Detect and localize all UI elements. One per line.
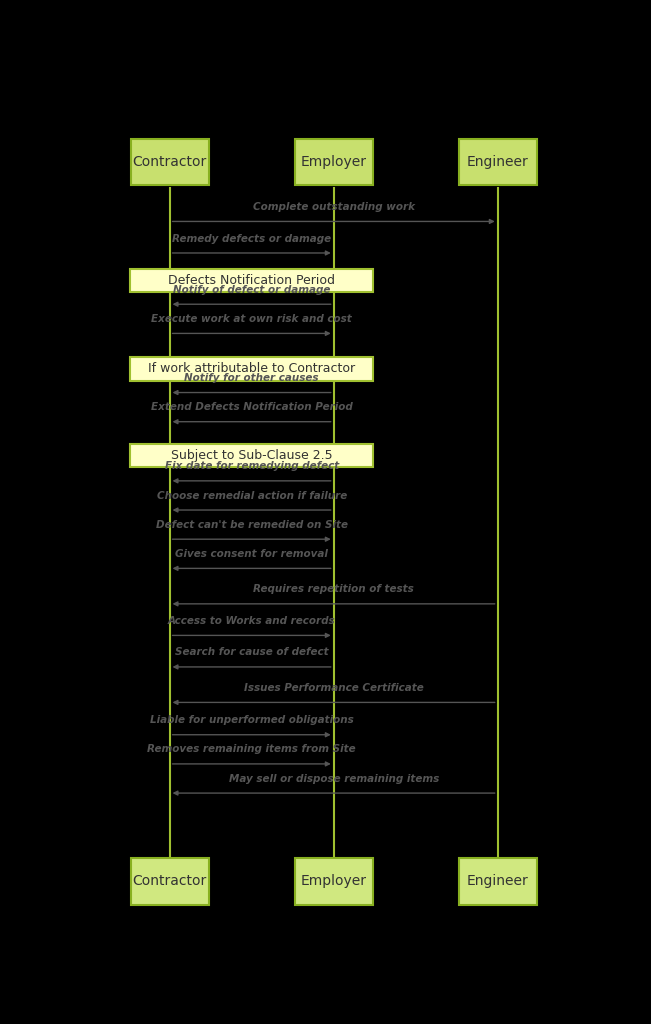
Text: Notify of defect or damage: Notify of defect or damage xyxy=(173,285,330,295)
Text: Employer: Employer xyxy=(301,874,367,889)
Text: Access to Works and records: Access to Works and records xyxy=(168,615,335,626)
FancyBboxPatch shape xyxy=(130,357,373,381)
Text: Subject to Sub-Clause 2.5: Subject to Sub-Clause 2.5 xyxy=(171,450,333,462)
FancyBboxPatch shape xyxy=(294,858,373,905)
FancyBboxPatch shape xyxy=(458,858,536,905)
Text: Complete outstanding work: Complete outstanding work xyxy=(253,202,415,212)
Text: Removes remaining items from Site: Removes remaining items from Site xyxy=(147,744,356,755)
FancyBboxPatch shape xyxy=(458,139,536,185)
Text: Search for cause of defect: Search for cause of defect xyxy=(175,647,329,657)
Text: Defect can't be remedied on Site: Defect can't be remedied on Site xyxy=(156,520,348,529)
Text: Contractor: Contractor xyxy=(133,874,207,889)
Text: Remedy defects or damage: Remedy defects or damage xyxy=(172,233,331,244)
Text: Gives consent for removal: Gives consent for removal xyxy=(175,549,328,559)
FancyBboxPatch shape xyxy=(131,858,209,905)
Text: Employer: Employer xyxy=(301,156,367,169)
Text: Choose remedial action if failure: Choose remedial action if failure xyxy=(156,490,347,501)
FancyBboxPatch shape xyxy=(131,139,209,185)
Text: Requires repetition of tests: Requires repetition of tests xyxy=(253,585,414,594)
Text: Notify for other causes: Notify for other causes xyxy=(184,373,319,383)
Text: Contractor: Contractor xyxy=(133,156,207,169)
Text: If work attributable to Contractor: If work attributable to Contractor xyxy=(148,362,355,376)
Text: Execute work at own risk and cost: Execute work at own risk and cost xyxy=(151,314,352,324)
Text: Engineer: Engineer xyxy=(467,874,529,889)
Text: May sell or dispose remaining items: May sell or dispose remaining items xyxy=(229,773,439,783)
Text: Extend Defects Notification Period: Extend Defects Notification Period xyxy=(151,402,353,413)
Text: Defects Notification Period: Defects Notification Period xyxy=(168,274,335,287)
FancyBboxPatch shape xyxy=(294,139,373,185)
Text: Fix date for remedying defect: Fix date for remedying defect xyxy=(165,462,339,471)
FancyBboxPatch shape xyxy=(130,443,373,467)
Text: Engineer: Engineer xyxy=(467,156,529,169)
Text: Issues Performance Certificate: Issues Performance Certificate xyxy=(243,683,424,693)
Text: Liable for unperformed obligations: Liable for unperformed obligations xyxy=(150,716,353,725)
FancyBboxPatch shape xyxy=(130,268,373,293)
